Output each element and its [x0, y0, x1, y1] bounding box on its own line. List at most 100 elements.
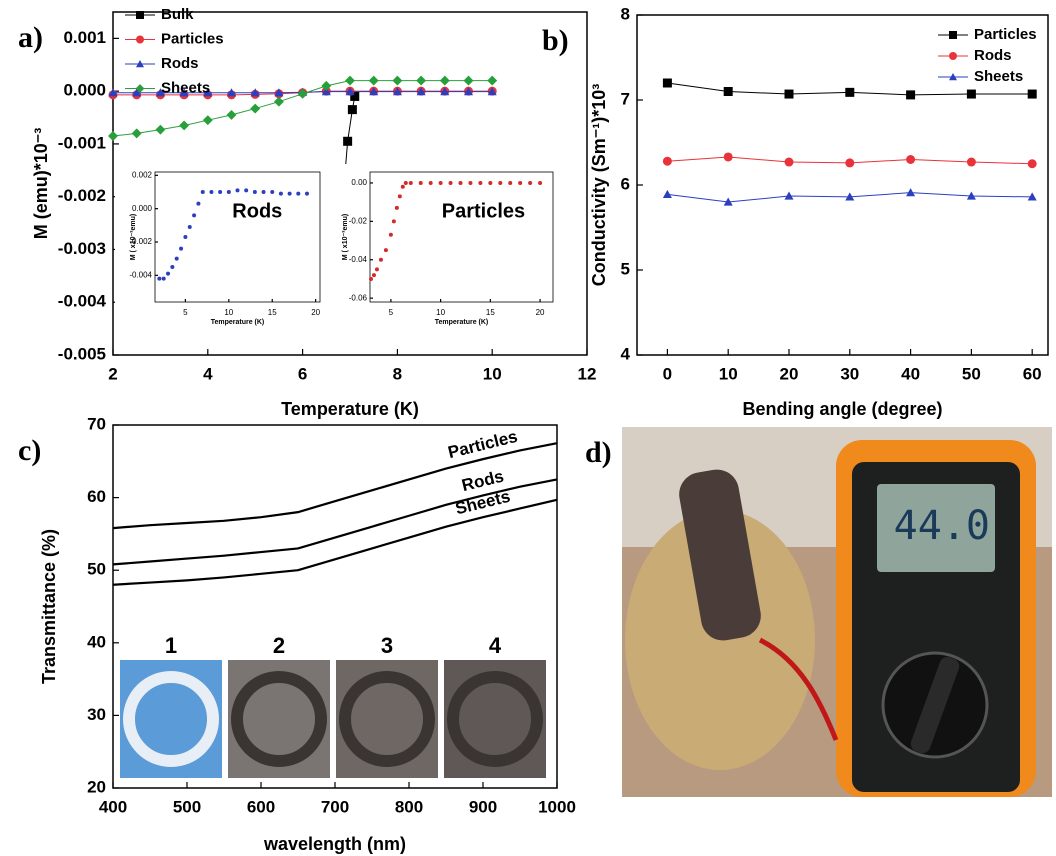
marker: [966, 89, 976, 99]
marker: [723, 87, 733, 96]
y-tick-label: -0.04: [349, 255, 368, 264]
x-tick-label: 700: [321, 797, 349, 816]
marker: [966, 191, 976, 200]
marker: [297, 88, 308, 99]
marker: [662, 189, 672, 198]
legend-label: Sheets: [161, 79, 210, 96]
x-tick-label: 5: [389, 308, 394, 317]
x-tick-label: 4: [203, 364, 213, 383]
sample-tube: [679, 469, 761, 641]
legend-label: Particles: [974, 26, 1037, 43]
marker: [784, 157, 794, 167]
marker: [347, 105, 357, 115]
x-axis-label: Temperature (K): [211, 319, 265, 326]
sample-logo: [339, 671, 435, 767]
marker: [196, 201, 201, 206]
marker: [966, 157, 976, 167]
marker: [183, 235, 188, 239]
x-tick-label: 5: [183, 308, 188, 317]
marker: [371, 273, 376, 278]
photo-panel: d) 44.0: [585, 427, 1052, 797]
y-axis-label: M ( x10⁻³emu): [130, 214, 137, 260]
marker: [287, 191, 292, 196]
plot-frame: [636, 14, 1049, 356]
y-tick-label: 8: [621, 4, 630, 23]
y-axis-label: Transmittance (%): [39, 529, 59, 684]
marker: [538, 180, 543, 185]
y-tick-label: 70: [87, 414, 106, 433]
marker: [218, 190, 223, 194]
marker: [391, 219, 396, 224]
marker: [368, 276, 373, 281]
marker: [394, 205, 399, 210]
y-tick-label: 40: [87, 632, 106, 651]
marker: [498, 180, 503, 185]
marker: [296, 191, 301, 196]
x-axis-label: Temperature (K): [281, 399, 419, 419]
y-tick-label: 0.000: [132, 204, 153, 213]
marker: [845, 87, 855, 97]
marker: [845, 192, 855, 201]
y-tick-label: -0.003: [58, 239, 106, 258]
x-tick-label: 400: [99, 797, 127, 816]
marker: [403, 180, 408, 185]
marker: [440, 87, 450, 96]
x-tick-label: 6: [298, 364, 307, 383]
marker: [131, 128, 142, 139]
y-tick-label: 50: [87, 560, 106, 579]
series-line: [112, 442, 558, 530]
marker: [428, 180, 433, 185]
x-axis-label: wavelength (nm): [263, 834, 406, 854]
curve-label: Particles: [446, 427, 519, 462]
x-tick-label: 2: [108, 364, 117, 383]
marker: [408, 180, 413, 185]
x-tick-label: 600: [247, 797, 275, 816]
marker: [157, 276, 162, 281]
meter-reading: 44.0: [894, 503, 990, 549]
y-tick-label: 6: [621, 174, 630, 193]
y-tick-label: 0.00: [351, 178, 367, 187]
chart: 5 10 15 20 -0.06 -0.04 -0.02 0.00 Temperature (K…: [330, 164, 559, 336]
photo-label: 4: [489, 633, 502, 658]
y-tick-label: -0.005: [58, 344, 106, 363]
marker: [202, 115, 213, 126]
x-tick-label: 15: [486, 308, 495, 317]
marker: [378, 257, 383, 262]
marker: [438, 180, 443, 185]
chart: 2 4 6 8 10 12 -0.005 -0.004 -0.003 -0.002 -0.001 0.…: [18, 6, 596, 419]
marker: [949, 31, 957, 39]
marker: [179, 88, 189, 97]
marker: [369, 87, 379, 96]
x-tick-label: 10: [483, 364, 502, 383]
legend-label: Particles: [161, 30, 224, 47]
marker: [136, 60, 144, 68]
marker: [261, 190, 266, 194]
marker: [528, 180, 533, 185]
marker: [458, 180, 463, 185]
series-line: [112, 498, 558, 586]
x-tick-label: 20: [780, 364, 799, 383]
legend-label: Sheets: [974, 68, 1023, 85]
marker: [135, 84, 145, 93]
y-tick-label: -0.02: [349, 216, 368, 225]
marker: [192, 213, 197, 218]
marker: [200, 190, 205, 194]
marker: [343, 136, 353, 146]
y-tick-label: -0.001: [58, 133, 106, 152]
x-tick-label: 10: [436, 308, 445, 317]
marker: [345, 75, 355, 86]
marker: [487, 75, 498, 86]
marker: [784, 89, 794, 99]
x-axis-label: Bending angle (degree): [742, 399, 942, 419]
marker: [226, 109, 237, 120]
marker: [1027, 89, 1037, 99]
marker: [508, 180, 513, 185]
marker: [949, 52, 957, 60]
marker: [906, 90, 916, 100]
marker: [392, 87, 402, 96]
marker: [518, 180, 523, 185]
marker: [235, 188, 240, 193]
y-axis-label: Conductivity (Sm⁻¹)*10³: [589, 84, 609, 287]
marker: [244, 188, 249, 193]
x-tick-label: 20: [536, 308, 545, 317]
